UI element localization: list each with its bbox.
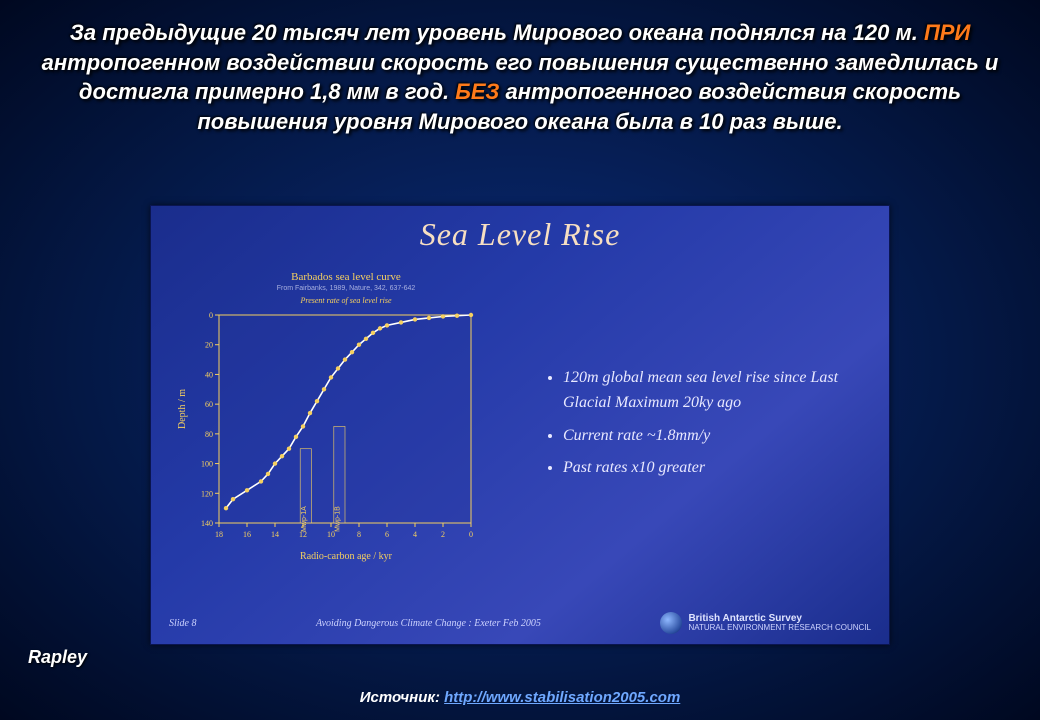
bullet-2: Past rates x10 greater <box>563 456 869 481</box>
bullet-1: Current rate ~1.8mm/y <box>563 424 869 449</box>
svg-text:0: 0 <box>209 311 213 320</box>
conference-label: Avoiding Dangerous Climate Change : Exet… <box>316 618 541 629</box>
x-axis-label: Radio-carbon age / kyr <box>181 551 511 562</box>
chart-area: Barbados sea level curve From Fairbanks,… <box>181 271 511 581</box>
svg-text:14: 14 <box>271 530 279 539</box>
svg-text:120: 120 <box>201 489 213 498</box>
logo-text: British Antarctic Survey NATURAL ENVIRON… <box>688 613 871 633</box>
rate-label: Present rate of sea level rise <box>181 296 511 305</box>
bullet-list: 120m global mean sea level rise since La… <box>541 366 869 489</box>
logo-sub: NATURAL ENVIRONMENT RESEARCH COUNCIL <box>688 624 871 633</box>
slide-root: За предыдущие 20 тысяч лет уровень Миров… <box>0 0 1040 720</box>
svg-text:0: 0 <box>469 530 473 539</box>
svg-text:100: 100 <box>201 460 213 469</box>
inner-footer: Slide 8 Avoiding Dangerous Climate Chang… <box>151 612 889 634</box>
svg-text:2: 2 <box>441 530 445 539</box>
heading: За предыдущие 20 тысяч лет уровень Миров… <box>30 18 1010 137</box>
svg-text:20: 20 <box>205 341 213 350</box>
plot-wrap: Depth / m 020406080100120140181614121086… <box>181 309 511 549</box>
y-axis-label: Depth / m <box>177 389 188 429</box>
svg-text:16: 16 <box>243 530 251 539</box>
bas-logo: British Antarctic Survey NATURAL ENVIRON… <box>660 612 871 634</box>
svg-text:140: 140 <box>201 519 213 528</box>
svg-text:60: 60 <box>205 400 213 409</box>
slide-number: Slide 8 <box>169 618 197 629</box>
svg-text:Mwp-1B: Mwp-1B <box>334 506 341 532</box>
globe-icon <box>660 612 682 634</box>
chart-title: Barbados sea level curve <box>181 271 511 283</box>
svg-text:18: 18 <box>215 530 223 539</box>
svg-text:6: 6 <box>385 530 389 539</box>
author-label: Rapley <box>28 647 87 668</box>
svg-text:8: 8 <box>357 530 361 539</box>
sea-level-chart: 020406080100120140181614121086420Mwp-1AM… <box>181 309 481 549</box>
source-link[interactable]: http://www.stabilisation2005.com <box>444 689 680 706</box>
inner-title: Sea Level Rise <box>151 216 889 253</box>
inner-slide: Sea Level Rise Barbados sea level curve … <box>150 205 890 645</box>
svg-text:80: 80 <box>205 430 213 439</box>
svg-text:Mwp-1A: Mwp-1A <box>301 506 308 532</box>
source-line: Источник: http://www.stabilisation2005.c… <box>0 689 1040 706</box>
svg-text:4: 4 <box>413 530 417 539</box>
source-label: Источник: <box>360 689 444 706</box>
bullet-0: 120m global mean sea level rise since La… <box>563 366 869 416</box>
chart-subtitle: From Fairbanks, 1989, Nature, 342, 637-6… <box>181 285 511 292</box>
svg-text:40: 40 <box>205 370 213 379</box>
